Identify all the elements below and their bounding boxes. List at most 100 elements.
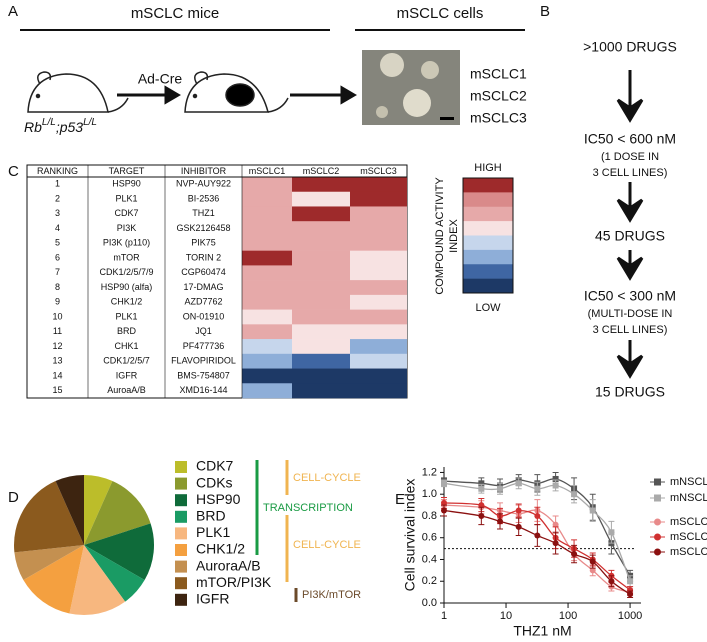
- table-cell: FLAVOPIRIDOL: [171, 356, 236, 366]
- heat-cell: [242, 280, 292, 296]
- table-cell: BRD: [117, 326, 137, 336]
- heat-cell: [292, 339, 350, 355]
- pie-slice: [84, 475, 113, 545]
- heat-cell: [242, 265, 292, 281]
- table-cell: PLK1: [115, 193, 137, 203]
- table-cell: IGFR: [116, 370, 138, 380]
- column-header: TARGET: [109, 166, 145, 176]
- scale-band: [463, 278, 513, 294]
- table-cell: CGP60474: [181, 267, 226, 277]
- heat-cell: [242, 206, 292, 222]
- y-tick-label: 0.8: [422, 510, 437, 522]
- panel-label: D: [8, 489, 19, 506]
- data-point: [589, 567, 596, 574]
- mouse: [27, 71, 129, 113]
- table-cell: 11: [53, 326, 62, 336]
- data-point: [571, 551, 578, 558]
- cell-line: mSCLC1: [470, 66, 527, 82]
- cell-image: [362, 50, 460, 125]
- group-label: TRANSCRIPTION: [263, 502, 353, 514]
- data-point: [441, 480, 447, 487]
- group-label: CELL-CYCLE: [293, 472, 361, 484]
- fit-curve: [443, 504, 631, 593]
- fit-curve: [443, 482, 631, 582]
- x-tick-label: 1: [441, 610, 447, 622]
- data-point: [589, 558, 596, 565]
- flow-step: IC50 < 300 nM: [584, 288, 676, 304]
- y-tick-label: 0.0: [422, 597, 437, 609]
- pie-slice: [84, 523, 154, 580]
- heat-cell: [350, 177, 407, 193]
- heat-cell: [350, 383, 407, 399]
- legend-swatch: [175, 510, 187, 523]
- heat-cell: [242, 324, 292, 340]
- table-cell: PI3K (p110): [103, 238, 150, 248]
- x-axis-title: THZ1 nM: [513, 623, 571, 639]
- panel-label: B: [540, 3, 550, 20]
- data-point: [441, 507, 447, 514]
- heat-cell: [350, 339, 407, 355]
- legend-label: mNSCLC 1: [670, 476, 707, 488]
- fit-curve: [443, 509, 631, 595]
- data-point: [552, 482, 559, 489]
- legend-swatch: [175, 527, 187, 540]
- heat-cell: [242, 339, 292, 355]
- heat-cell: [292, 191, 350, 207]
- flow-arrow: [616, 70, 644, 379]
- table-cell: CDK1/2/5/7/9: [99, 267, 153, 277]
- table-cell: 15: [52, 385, 62, 395]
- table-cell: CHK1/2: [111, 297, 143, 307]
- y-tick-label: 1.2: [422, 466, 437, 478]
- heat-cell: [292, 280, 350, 296]
- y-tick-label: 0.4: [422, 553, 437, 565]
- legend-label: PLK1: [196, 524, 230, 540]
- scale-low: LOW: [475, 302, 501, 314]
- x-tick-label: 1000: [618, 610, 642, 622]
- panel-label: C: [8, 163, 19, 180]
- table-cell: 1: [55, 179, 60, 189]
- column-header: RANKING: [37, 166, 78, 176]
- heat-cell: [242, 368, 292, 384]
- scale-band: [463, 192, 513, 208]
- y-tick-label: 1.0: [422, 488, 437, 500]
- data-point: [478, 512, 485, 519]
- arrow-label: Ad-Cre: [138, 71, 183, 87]
- group-label: PI3K/mTOR: [302, 589, 361, 601]
- x-tick-label: 10: [500, 610, 512, 622]
- table-cell: HSP90 (alfa): [101, 282, 153, 292]
- table-cell: 13: [52, 356, 62, 366]
- data-point: [478, 480, 485, 487]
- cell-line: mSCLC3: [470, 110, 527, 126]
- data-point: [478, 502, 485, 509]
- legend-label: mTOR/PI3K: [196, 574, 272, 590]
- table-cell: JQ1: [195, 326, 212, 336]
- legend-label: AuroraA/B: [196, 557, 261, 573]
- table-cell: GSK2126458: [176, 223, 230, 233]
- table-cell: 3: [55, 208, 60, 218]
- pie-slice: [69, 545, 126, 615]
- table-cell: 5: [55, 238, 60, 248]
- heat-cell: [242, 294, 292, 310]
- legend-label: CDK7: [196, 458, 234, 474]
- heat-cell: [292, 368, 350, 384]
- flow-step: 45 DRUGS: [595, 228, 665, 244]
- flow-step: (MULTI-DOSE IN: [588, 308, 673, 320]
- genotype-part: L/L: [83, 117, 97, 128]
- scale-band: [463, 249, 513, 265]
- pie-slice: [84, 481, 151, 545]
- table-cell: 8: [55, 282, 60, 292]
- table-cell: TORIN 2: [186, 252, 221, 262]
- legend-swatch: [175, 461, 187, 473]
- scale-band: [463, 221, 513, 236]
- heat-cell: [350, 191, 407, 207]
- table-cell: 14: [52, 370, 62, 380]
- heat-cell: [242, 250, 292, 266]
- data-point: [515, 523, 522, 530]
- heat-cell: [242, 353, 292, 369]
- data-point: [515, 507, 522, 514]
- legend-label: mSCLC 2: [670, 531, 707, 543]
- data-point: [627, 591, 634, 598]
- legend-swatch: [175, 494, 187, 507]
- legend-label: BRD: [196, 508, 226, 524]
